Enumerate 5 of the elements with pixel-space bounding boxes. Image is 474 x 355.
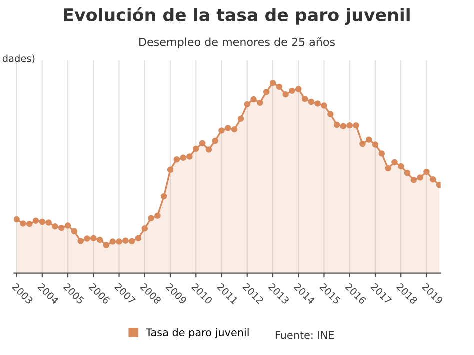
y-axis-title: dades) xyxy=(2,54,35,64)
source-note: Fuente: INE xyxy=(276,331,334,340)
legend-label: Tasa de paro juvenil xyxy=(146,328,249,339)
chart-title: Evolución de la tasa de paro juvenil xyxy=(64,7,410,26)
chart-subtitle: Desempleo de menores de 25 años xyxy=(140,38,335,48)
